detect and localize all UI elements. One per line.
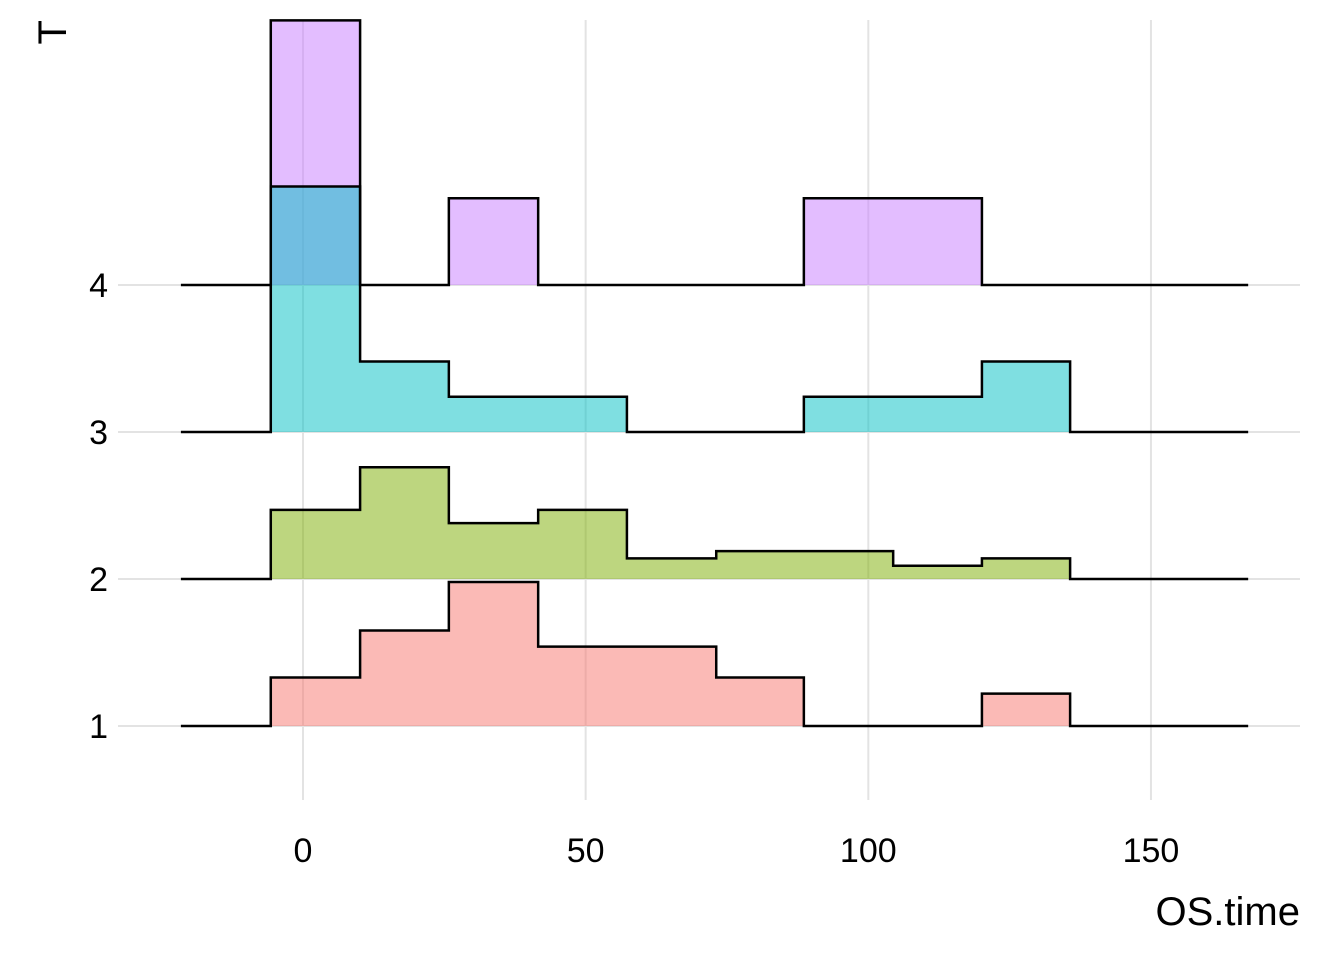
ridge-outline-3 xyxy=(180,185,1249,434)
ridge-fill-3 xyxy=(180,186,1249,432)
ridge-4 xyxy=(180,19,1249,287)
y-tick-label: 3 xyxy=(89,414,108,452)
x-tick-label: 50 xyxy=(567,832,605,870)
y-axis-label: T xyxy=(31,20,75,44)
ridge-fill-2 xyxy=(180,467,1249,579)
ridge-outline-1 xyxy=(180,580,1249,728)
y-tick-label: 1 xyxy=(89,708,108,746)
y-tick-label: 2 xyxy=(89,561,108,599)
y-tick-labels: 1 2 3 4 xyxy=(89,267,108,746)
x-axis-label: OS.time xyxy=(1156,890,1300,934)
y-tick-label: 4 xyxy=(89,267,108,305)
ridge-outline-4 xyxy=(180,19,1249,287)
ridge-outline-2 xyxy=(180,466,1249,581)
ridge-1 xyxy=(180,580,1249,728)
x-tick-label: 0 xyxy=(294,832,313,870)
ridge-fill-1 xyxy=(180,581,1249,726)
x-tick-label: 150 xyxy=(1123,832,1180,870)
ridge-3 xyxy=(180,185,1249,434)
x-tick-labels: 0 50 100 150 xyxy=(294,832,1180,870)
x-tick-label: 100 xyxy=(840,832,897,870)
ridge-2 xyxy=(180,466,1249,581)
ridges xyxy=(180,19,1249,728)
